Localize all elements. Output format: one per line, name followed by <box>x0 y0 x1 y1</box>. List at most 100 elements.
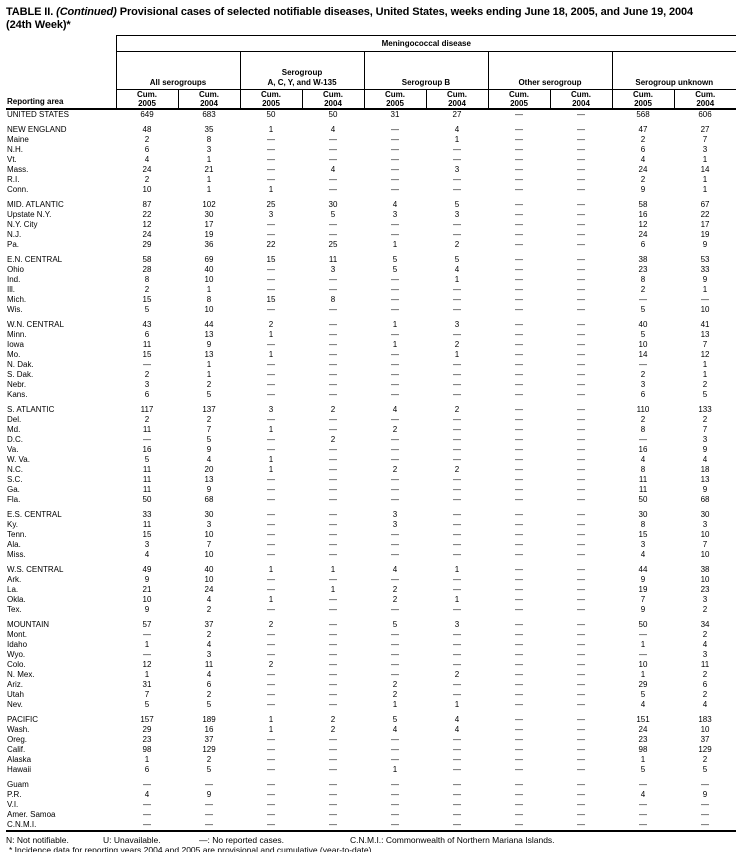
cell-value: 4 <box>454 725 460 734</box>
cell-value: — <box>577 520 585 529</box>
footnote-cnmi: C.N.M.I.: Commonwealth of Northern Maria… <box>350 835 555 845</box>
table-row: PACIFIC 157 189 1 2 5 4 — — 151 183 <box>6 715 736 725</box>
cell-value: 4 <box>392 200 398 209</box>
cell-value: 568 <box>636 110 650 119</box>
cell-value: — <box>515 425 523 434</box>
cell-value: — <box>577 800 585 809</box>
table-row: Idaho 1 4 — — — — — — 1 4 <box>6 640 736 650</box>
cell-value: 10 <box>638 660 648 669</box>
cell-value: 22 <box>142 210 152 219</box>
cell-value: — <box>391 495 399 504</box>
row-label: Maine <box>7 135 29 144</box>
table-row: Iowa 11 9 — — 1 2 — — 10 7 <box>6 340 736 350</box>
cell-value: 2 <box>454 405 460 414</box>
table-row: Mo. 15 13 1 — — 1 — — 14 12 <box>6 350 736 360</box>
row-label: Mass. <box>7 165 29 174</box>
cell-value: — <box>329 755 337 764</box>
cell-value: 37 <box>700 735 710 744</box>
cell-value: — <box>453 285 461 294</box>
cell-value: — <box>329 605 337 614</box>
cell-value: 24 <box>142 230 152 239</box>
cell-value: — <box>453 585 461 594</box>
col-header-cum-2004: Cum. 2004 <box>425 89 488 110</box>
cell-value: 4 <box>144 550 150 559</box>
cell-value: 47 <box>638 125 648 134</box>
cell-value: — <box>267 275 275 284</box>
cell-value: — <box>391 165 399 174</box>
cell-value: 3 <box>454 320 460 329</box>
cell-value: 30 <box>328 200 338 209</box>
cell-value: — <box>329 465 337 474</box>
cell-value: — <box>577 565 585 574</box>
cell-value: — <box>515 510 523 519</box>
cell-value: — <box>267 145 275 154</box>
cell-value: 10 <box>700 305 710 314</box>
cell-value: 4 <box>206 595 212 604</box>
cell-value: — <box>267 800 275 809</box>
cell-value: — <box>391 755 399 764</box>
cell-value: 22 <box>700 210 710 219</box>
cell-value: — <box>515 360 523 369</box>
cell-value: 50 <box>638 620 648 629</box>
cell-value: — <box>391 185 399 194</box>
table-row: Conn. 10 1 1 — — — — — 9 1 <box>6 185 736 195</box>
footnotes: N: Not notifiable. U: Unavailable. —: No… <box>6 835 736 852</box>
row-label: W.S. CENTRAL <box>7 565 64 574</box>
cell-value: — <box>267 540 275 549</box>
row-label: Kans. <box>7 390 28 399</box>
cell-value: 87 <box>142 200 152 209</box>
cell-value: — <box>267 605 275 614</box>
cell-value: 5 <box>392 715 398 724</box>
reporting-area-header: Reporting area <box>6 35 117 110</box>
cell-value: — <box>240 820 302 832</box>
cell-value: 1 <box>392 340 398 349</box>
cell-value: 2 <box>454 465 460 474</box>
row-label: N. Dak. <box>7 360 34 369</box>
row-label: Tex. <box>7 605 22 614</box>
cell-value: 40 <box>638 320 648 329</box>
cell-value: 2 <box>702 605 708 614</box>
cell-value: — <box>515 380 523 389</box>
table-row: Vt. 4 1 — — — — — — 4 1 <box>6 155 736 165</box>
table-row: La. 21 24 — 1 2 — — — 19 23 <box>6 585 736 595</box>
cell-value: 6 <box>640 240 646 249</box>
cell-value: — <box>329 630 337 639</box>
meningococcal-disease-table: Reporting area Meningococcal disease All… <box>6 35 737 832</box>
cell-value: 6 <box>206 680 212 689</box>
cell-value: 57 <box>142 620 152 629</box>
cell-value: — <box>329 455 337 464</box>
row-label: Oreg. <box>7 735 28 744</box>
cell-value: — <box>391 230 399 239</box>
cell-value: — <box>577 765 585 774</box>
cell-value: 117 <box>140 405 154 414</box>
cell-value: 6 <box>702 680 708 689</box>
cell-value: — <box>391 540 399 549</box>
cell-value: — <box>267 165 275 174</box>
cell-value: — <box>329 680 337 689</box>
cell-value: 2 <box>454 670 460 679</box>
cell-value: 1 <box>454 565 460 574</box>
row-label: N.C. <box>7 465 23 474</box>
cell-value: 7 <box>640 595 646 604</box>
row-label: Mich. <box>7 295 27 304</box>
cell-value: 1 <box>268 465 274 474</box>
cell-value: — <box>391 660 399 669</box>
row-label: D.C. <box>7 435 23 444</box>
row-label: Ala. <box>7 540 21 549</box>
cell-value: 1 <box>392 240 398 249</box>
table-row: MOUNTAIN 57 37 2 — 5 3 — — 50 34 <box>6 620 736 630</box>
table-row: N.H. 6 3 — — — — — — 6 3 <box>6 145 736 155</box>
cell-value: 37 <box>204 620 214 629</box>
cell-value: — <box>515 465 523 474</box>
col-header-cum-2005: Cum. 2005 <box>115 89 178 110</box>
cell-value: — <box>577 445 585 454</box>
cell-value: 9 <box>702 790 708 799</box>
cell-value: — <box>143 630 151 639</box>
cell-value: 606 <box>698 110 712 119</box>
row-label: Wash. <box>7 725 30 734</box>
cell-value: — <box>391 445 399 454</box>
cell-value: — <box>267 485 275 494</box>
cell-value: 11 <box>142 340 152 349</box>
cell-value: 2 <box>268 660 274 669</box>
cell-value: 1 <box>206 155 212 164</box>
